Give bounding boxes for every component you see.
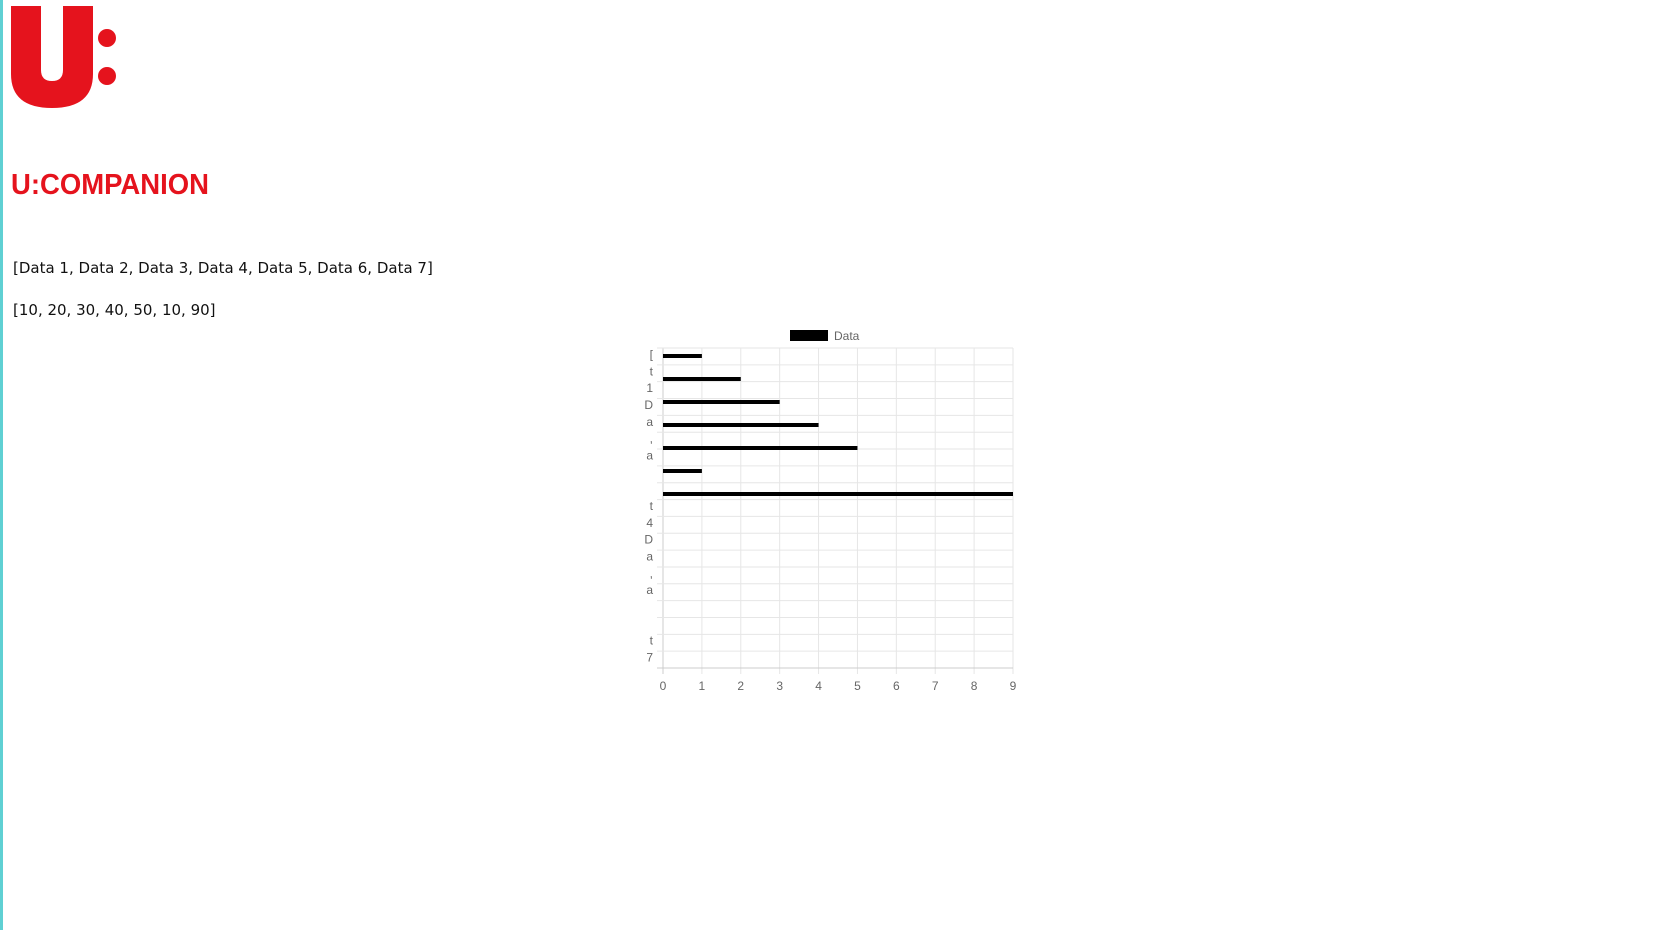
bar-5 xyxy=(663,446,858,450)
chart-legend: Data xyxy=(790,329,860,343)
chart-bars xyxy=(663,354,1013,496)
chart-svg: Data 0 1 2 3 4 5 6 7 8 9 [ t 1 Da, a t 4 Da, a t 7 xyxy=(644,329,1017,693)
y-tick-label: [ xyxy=(650,347,654,361)
bar-7 xyxy=(663,492,1013,496)
x-tick-label: 1 xyxy=(699,679,706,693)
wordmark-text: U:COMPANION xyxy=(11,169,209,198)
legend-label: Data xyxy=(834,329,860,343)
x-tick-label: 5 xyxy=(854,679,861,693)
y-tick-label: 1 xyxy=(646,381,653,395)
x-tick-label: 7 xyxy=(932,679,939,693)
y-tick-label: t xyxy=(650,364,654,378)
y-tick-label: D xyxy=(644,398,653,412)
x-tick-label: 9 xyxy=(1010,679,1017,693)
bar-6 xyxy=(663,469,702,473)
y-tick-label: a xyxy=(646,550,653,564)
y-tick-label: a xyxy=(646,583,653,597)
x-tick-label: 8 xyxy=(971,679,978,693)
y-tick-label: t xyxy=(650,634,654,648)
y-tick-label: , xyxy=(650,432,653,446)
x-axis-ticks: 0 1 2 3 4 5 6 7 8 9 xyxy=(660,679,1017,693)
y-tick-label: 7 xyxy=(646,651,653,665)
bar-1 xyxy=(663,354,702,358)
colon-bottom-dot xyxy=(98,67,116,85)
bar-2 xyxy=(663,377,741,381)
labels-text: [Data 1, Data 2, Data 3, Data 4, Data 5,… xyxy=(13,259,433,277)
y-tick-label: 4 xyxy=(646,516,653,530)
x-tick-label: 0 xyxy=(660,679,667,693)
y-tick-label: a xyxy=(646,448,653,462)
y-tick-label: a xyxy=(646,415,653,429)
x-tick-label: 3 xyxy=(776,679,783,693)
bar-4 xyxy=(663,423,819,427)
companion-wordmark: U:COMPANION xyxy=(11,169,209,198)
x-tick-label: 6 xyxy=(893,679,900,693)
values-text: [10, 20, 30, 40, 50, 10, 90] xyxy=(13,301,216,319)
colon-top-dot xyxy=(98,29,116,47)
chart-grid xyxy=(657,347,1014,674)
legend-swatch xyxy=(790,330,828,341)
y-tick-label: D xyxy=(644,533,653,547)
bar-3 xyxy=(663,400,780,404)
y-tick-label: , xyxy=(650,566,653,580)
y-axis-ticks: [ t 1 Da, a t 4 Da, a t 7 xyxy=(644,347,653,664)
x-tick-label: 4 xyxy=(815,679,822,693)
u-logo-icon xyxy=(11,6,116,108)
x-tick-label: 2 xyxy=(737,679,744,693)
y-tick-label: t xyxy=(650,499,654,513)
u-letter-shape xyxy=(11,6,93,108)
